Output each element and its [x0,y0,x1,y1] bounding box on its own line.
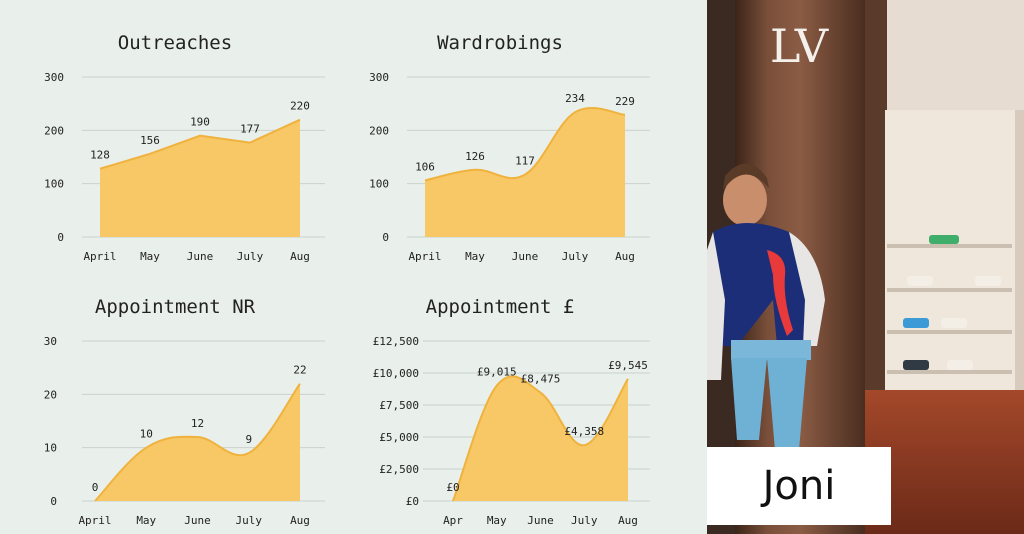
data-label: 22 [293,364,306,377]
data-label: £9,545 [608,359,648,372]
x-tick-label: July [562,250,589,263]
data-label: 220 [290,100,310,113]
data-label: 156 [140,134,160,147]
y-tick-label: 0 [382,231,389,244]
x-tick-label: Aug [615,250,635,263]
series-area [100,119,300,237]
y-tick-label: £12,500 [373,335,419,348]
x-tick-label: Aug [290,250,310,263]
y-tick-label: 200 [369,124,389,137]
data-label: £4,358 [564,425,604,438]
y-tick-label: 0 [50,495,57,508]
outreaches-chart: Outreaches 0 100 200 300 128 156 190 177 220 Apri… [10,0,340,263]
logo-text: LV [770,19,829,73]
data-label: 177 [240,123,260,136]
x-tick-label: June [512,250,539,263]
data-label: 190 [190,116,210,129]
data-label: 12 [191,417,204,430]
y-tick-label: £10,000 [373,367,419,380]
y-tick-label: 300 [369,71,389,84]
x-tick-label: April [408,250,441,263]
y-tick-label: 30 [44,335,57,348]
y-tick-label: £5,000 [379,431,419,444]
data-label: 9 [245,433,252,446]
chart-svg: £0 £2,500 £5,000 £7,500 £10,000 £12,500 £0 £9,0… [373,335,650,527]
y-tick-label: 200 [44,124,64,137]
x-tick-label: July [571,514,598,527]
y-tick-label: £7,500 [379,399,419,412]
series-line [452,375,629,502]
x-tick-label: April [83,250,116,263]
data-label: £8,475 [521,373,561,386]
data-label: 234 [565,92,585,105]
y-tick-label: 0 [57,231,64,244]
chart-svg: 0 100 200 300 128 156 190 177 220 April May June Jul… [44,71,325,263]
x-tick-label: April [78,514,111,527]
data-label: 10 [140,428,153,441]
series-line [99,118,301,170]
store-photo-art: LV [707,0,1024,534]
chart-title: Wardrobings [437,32,563,54]
y-tick-label: 10 [44,442,57,455]
data-label: £0 [446,481,459,494]
x-tick-label: May [465,250,485,263]
y-tick-label: 100 [369,178,389,191]
x-tick-label: June [527,514,554,527]
data-label: 229 [615,95,635,108]
dashboard-panel: Outreaches 0 100 200 300 128 156 190 177 220 Apri… [10,0,665,527]
store-photo: LV [707,0,1024,534]
data-label: 0 [92,481,99,494]
person-name: Joni [762,463,836,509]
series-area [453,376,628,501]
x-tick-label: May [487,514,507,527]
x-tick-label: June [187,250,214,263]
x-tick-label: July [237,250,264,263]
wardrobings-chart: Wardrobings 0 100 200 300 106 126 117 234 229 Apr… [335,0,665,263]
x-tick-label: June [184,514,211,527]
x-tick-label: July [236,514,263,527]
series-line [424,107,626,182]
y-tick-label: 100 [44,178,64,191]
y-tick-label: £0 [406,495,419,508]
x-tick-label: Apr [443,514,463,527]
name-card: Joni [707,447,891,525]
appointment-nr-chart: Appointment NR 0 10 20 30 0 10 12 9 22 April May Ju… [10,264,340,527]
data-label: 128 [90,149,110,162]
chart-title: Appointment £ [425,296,575,318]
x-tick-label: May [140,250,160,263]
series-area [95,383,300,501]
data-label: 106 [415,160,435,173]
chart-svg: 0 10 20 30 0 10 12 9 22 April May June July Aug [44,335,325,527]
chart-title: Outreaches [117,32,233,54]
data-label: 126 [465,150,485,163]
chart-svg: 0 100 200 300 106 126 117 234 229 April May June Jul… [369,71,650,263]
data-label: 117 [515,155,535,168]
series-line [94,383,301,502]
y-tick-label: £2,500 [379,463,419,476]
series-area [425,107,625,237]
data-label: £9,015 [477,366,517,379]
x-tick-label: Aug [290,514,310,527]
y-tick-label: 20 [44,388,57,401]
x-tick-label: Aug [618,514,638,527]
y-tick-label: 300 [44,71,64,84]
appointment-value-chart: Appointment £ £0 £2,500 £5,000 £7,500 £10,00… [335,264,665,527]
x-tick-label: May [136,514,156,527]
chart-title: Appointment NR [94,296,256,318]
